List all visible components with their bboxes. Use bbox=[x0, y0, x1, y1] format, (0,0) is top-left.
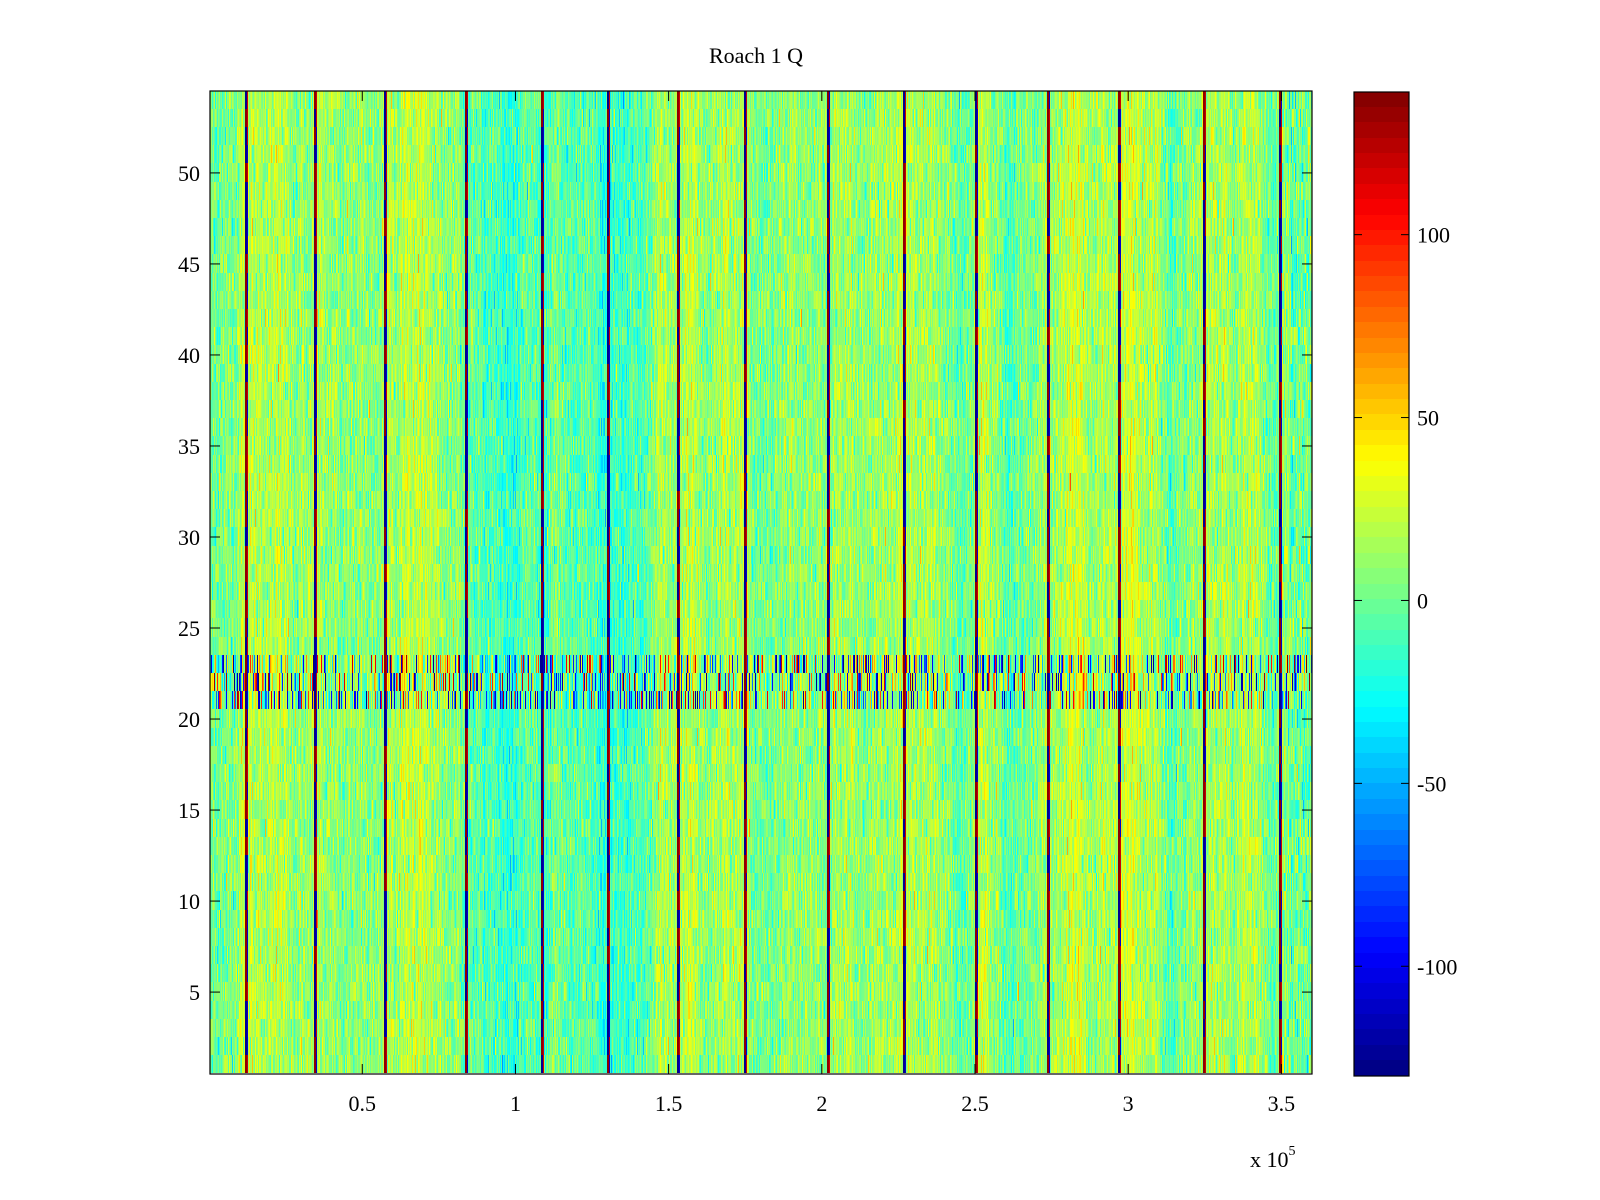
y-tick-label: 45 bbox=[178, 252, 200, 277]
x-tick-label: 2 bbox=[816, 1091, 827, 1116]
x-tick-label: 1 bbox=[510, 1091, 521, 1116]
colorbar-tick-label: 50 bbox=[1417, 406, 1439, 431]
colorbar-tick-label: -50 bbox=[1417, 771, 1446, 796]
x-exponent-base: x 10 bbox=[1250, 1147, 1289, 1172]
y-tick-label: 5 bbox=[189, 980, 200, 1005]
x-tick-label: 3.5 bbox=[1268, 1091, 1296, 1116]
y-tick-label: 25 bbox=[178, 616, 200, 641]
x-tick-label: 3 bbox=[1123, 1091, 1134, 1116]
x-tick-label: 1.5 bbox=[655, 1091, 683, 1116]
x-axis-exponent: x 105 bbox=[1250, 1143, 1296, 1173]
x-tick-label: 2.5 bbox=[961, 1091, 989, 1116]
heatmap-image bbox=[210, 91, 1312, 1074]
y-tick-label: 50 bbox=[178, 161, 200, 186]
y-tick-label: 10 bbox=[178, 889, 200, 914]
x-tick-label: 0.5 bbox=[349, 1091, 377, 1116]
y-tick-label: 20 bbox=[178, 707, 200, 732]
chart-title: Roach 1 Q bbox=[708, 43, 804, 68]
colorbar-tick-label: 0 bbox=[1417, 588, 1428, 613]
colorbar-tick-label: -100 bbox=[1417, 954, 1457, 979]
x-exponent-power: 5 bbox=[1288, 1143, 1296, 1159]
y-tick-label: 30 bbox=[178, 525, 200, 550]
y-tick-label: 40 bbox=[178, 343, 200, 368]
colorbar bbox=[1354, 92, 1409, 1076]
colorbar-tick-label: 100 bbox=[1417, 223, 1450, 248]
y-tick-label: 15 bbox=[178, 798, 200, 823]
y-tick-label: 35 bbox=[178, 434, 200, 459]
